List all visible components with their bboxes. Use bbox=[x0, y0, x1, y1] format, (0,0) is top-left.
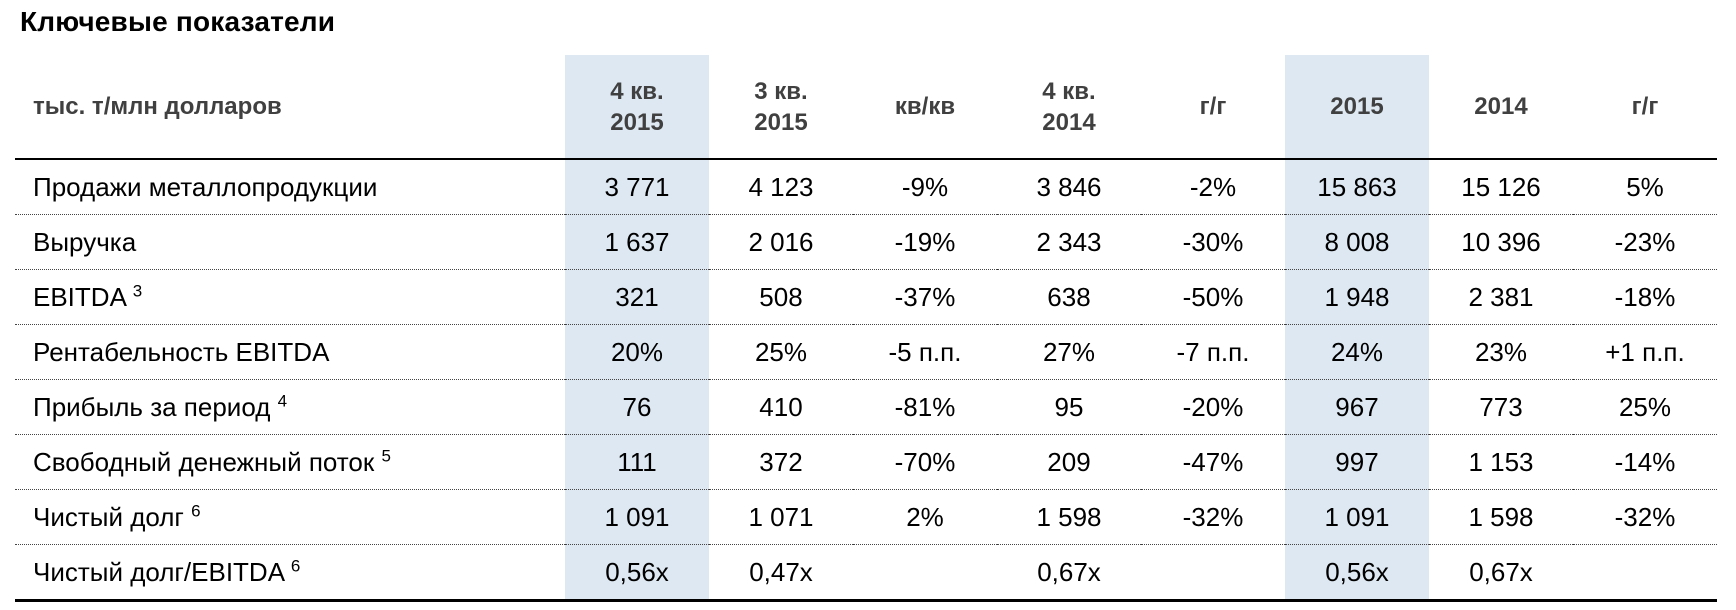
row-label: Свободный денежный поток 5 bbox=[15, 434, 565, 490]
footnote-marker: 6 bbox=[290, 555, 301, 575]
key-indicators-table: тыс. т/млн долларов 4 кв. 2015 3 кв. 2015 кв… bbox=[15, 55, 1717, 602]
table-header-row: тыс. т/млн долларов 4 кв. 2015 3 кв. 2015 кв… bbox=[15, 55, 1717, 160]
cell: 111 bbox=[565, 434, 709, 490]
column-header: 4 кв. 2014 bbox=[997, 55, 1141, 160]
cell: 0,47x bbox=[709, 544, 853, 602]
row-label: Рентабельность EBITDA bbox=[15, 324, 565, 380]
cell bbox=[1573, 544, 1717, 602]
column-header: 3 кв. 2015 bbox=[709, 55, 853, 160]
cell: -47% bbox=[1141, 434, 1285, 490]
cell: 0,67x bbox=[997, 544, 1141, 602]
cell: 1 071 bbox=[709, 489, 853, 545]
cell: 27% bbox=[997, 324, 1141, 380]
cell: 25% bbox=[709, 324, 853, 380]
table-row: Продажи металлопродукции 3 771 4 123 -9% 3 8… bbox=[15, 159, 1717, 215]
cell: 95 bbox=[997, 379, 1141, 435]
cell: 321 bbox=[565, 269, 709, 325]
cell: -30% bbox=[1141, 214, 1285, 270]
cell: 209 bbox=[997, 434, 1141, 490]
cell: 76 bbox=[565, 379, 709, 435]
cell: 2 016 bbox=[709, 214, 853, 270]
column-header: кв/кв bbox=[853, 55, 997, 160]
cell: -7 п.п. bbox=[1141, 324, 1285, 380]
table-row: Выручка 1 637 2 016 -19% 2 343 -30% 8 008 10 39… bbox=[15, 214, 1717, 270]
cell: 5% bbox=[1573, 159, 1717, 215]
footnote-marker: 3 bbox=[132, 280, 143, 300]
cell: 8 008 bbox=[1285, 214, 1429, 270]
cell: 24% bbox=[1285, 324, 1429, 380]
table-row: Свободный денежный поток 5 111 372 -70% 209-… bbox=[15, 434, 1717, 490]
cell: 2 381 bbox=[1429, 269, 1573, 325]
column-header: 2015 bbox=[1285, 55, 1429, 160]
cell: 3 771 bbox=[565, 159, 709, 215]
cell: 638 bbox=[997, 269, 1141, 325]
column-header: 2014 bbox=[1429, 55, 1573, 160]
cell: 773 bbox=[1429, 379, 1573, 435]
table-row: Прибыль за период 4 76 410 -81% 95 -20% 967 773… bbox=[15, 379, 1717, 435]
cell: -19% bbox=[853, 214, 997, 270]
cell: 3 846 bbox=[997, 159, 1141, 215]
column-header: 4 кв. 2015 bbox=[565, 55, 709, 160]
cell: +1 п.п. bbox=[1573, 324, 1717, 380]
cell: 410 bbox=[709, 379, 853, 435]
cell: -23% bbox=[1573, 214, 1717, 270]
unit-column-header: тыс. т/млн долларов bbox=[15, 55, 565, 160]
cell: -2% bbox=[1141, 159, 1285, 215]
cell: 0,56x bbox=[1285, 544, 1429, 602]
cell: -50% bbox=[1141, 269, 1285, 325]
cell: -9% bbox=[853, 159, 997, 215]
row-label: Чистый долг/EBITDA 6 bbox=[15, 544, 565, 602]
cell bbox=[853, 544, 997, 602]
cell: -70% bbox=[853, 434, 997, 490]
cell: 0,56x bbox=[565, 544, 709, 602]
row-label: Продажи металлопродукции bbox=[15, 159, 565, 215]
table-row: EBITDA 3 321 508 -37% 638 -50% 1 948 2 381 -18% bbox=[15, 269, 1717, 325]
footnote-marker: 5 bbox=[381, 445, 391, 465]
footnote-marker: 6 bbox=[191, 500, 201, 520]
cell: -18% bbox=[1573, 269, 1717, 325]
row-label: EBITDA 3 bbox=[15, 269, 565, 325]
row-label: Выручка bbox=[15, 214, 565, 270]
cell: -32% bbox=[1573, 489, 1717, 545]
row-label: Чистый долг 6 bbox=[15, 489, 565, 545]
cell: -20% bbox=[1141, 379, 1285, 435]
cell: -37% bbox=[853, 269, 997, 325]
column-header: г/г bbox=[1573, 55, 1717, 160]
cell: 967 bbox=[1285, 379, 1429, 435]
table-row: Чистый долг/EBITDA 6 0,56x 0,47x 0,67x 0,56x… bbox=[15, 544, 1717, 602]
cell: 1 948 bbox=[1285, 269, 1429, 325]
cell: 1 598 bbox=[997, 489, 1141, 545]
cell: 2 343 bbox=[997, 214, 1141, 270]
cell: 1 091 bbox=[565, 489, 709, 545]
cell: 2% bbox=[853, 489, 997, 545]
cell: -5 п.п. bbox=[853, 324, 997, 380]
row-label: Прибыль за период 4 bbox=[15, 379, 565, 435]
cell: 1 091 bbox=[1285, 489, 1429, 545]
cell: 997 bbox=[1285, 434, 1429, 490]
cell: 15 863 bbox=[1285, 159, 1429, 215]
cell: 25% bbox=[1573, 379, 1717, 435]
cell: -32% bbox=[1141, 489, 1285, 545]
column-header: г/г bbox=[1141, 55, 1285, 160]
cell: -14% bbox=[1573, 434, 1717, 490]
cell: 4 123 bbox=[709, 159, 853, 215]
cell: 0,67x bbox=[1429, 544, 1573, 602]
cell: 1 153 bbox=[1429, 434, 1573, 490]
cell: 1 598 bbox=[1429, 489, 1573, 545]
cell: 20% bbox=[565, 324, 709, 380]
cell bbox=[1141, 544, 1285, 602]
cell: 10 396 bbox=[1429, 214, 1573, 270]
cell: 1 637 bbox=[565, 214, 709, 270]
cell: 23% bbox=[1429, 324, 1573, 380]
cell: 372 bbox=[709, 434, 853, 490]
cell: 15 126 bbox=[1429, 159, 1573, 215]
table-row: Рентабельность EBITDA 20% 25% -5 п.п. 27% -7 … bbox=[15, 324, 1717, 380]
cell: -81% bbox=[853, 379, 997, 435]
cell: 508 bbox=[709, 269, 853, 325]
footnote-marker: 4 bbox=[277, 390, 288, 410]
page-title: Ключевые показатели bbox=[20, 6, 336, 37]
